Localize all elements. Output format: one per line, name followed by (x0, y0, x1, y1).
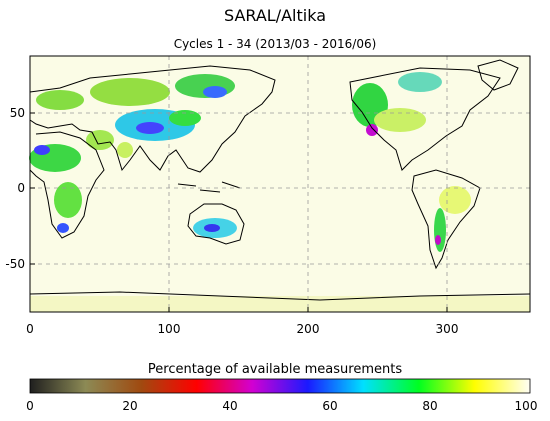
patch-india (117, 142, 133, 158)
coast-indonesia (177, 181, 241, 193)
y-tick-50: 50 (10, 106, 25, 120)
patch-andes (434, 208, 446, 252)
patch-tibet (136, 122, 164, 134)
patch-rockies-purple (366, 124, 378, 136)
map-title: SARAL/Altika (223, 6, 326, 25)
coast-south-america (411, 169, 481, 270)
coast-north-america (349, 67, 501, 171)
patch-south-africa (54, 182, 82, 218)
patch-canada-north (398, 72, 442, 92)
patch-kalahari (57, 223, 69, 233)
patch-russia (90, 78, 170, 106)
patch-plains (374, 108, 426, 132)
colorbar-tick-40: 40 (222, 399, 238, 413)
y-tick-minus-50: -50 (5, 257, 25, 271)
colorbar-tick-20: 20 (122, 399, 138, 413)
coast-australia (187, 203, 245, 245)
coverage-patches (29, 72, 530, 312)
patch-china (169, 110, 201, 126)
colorbar-tick-80: 80 (422, 399, 438, 413)
tick-marks (29, 112, 448, 312)
coast-africa (29, 131, 105, 239)
x-tick-300: 300 (436, 322, 459, 336)
y-tick-0: 0 (17, 181, 25, 195)
x-tick-200: 200 (297, 322, 320, 336)
colorbar-tick-100: 100 (514, 399, 538, 413)
patch-australia-blue (204, 224, 220, 232)
colorbar-tick-0: 0 (26, 399, 34, 413)
map-subtitle: Cycles 1 - 34 (2013/03 - 2016/06) (173, 37, 377, 51)
colorbar-label: Percentage of available measurements (147, 362, 403, 377)
patch-brazil (439, 186, 471, 214)
map-frame (29, 55, 531, 313)
patch-siberia-blue (203, 86, 227, 98)
coast-eurasia (29, 65, 276, 173)
coast-antarctica (29, 291, 531, 301)
gridlines (30, 56, 530, 312)
x-tick-0: 0 (26, 322, 34, 336)
coast-greenland (477, 59, 519, 91)
colorbar (29, 378, 531, 394)
patch-sahara-blue (34, 145, 50, 155)
patch-andes-purple (435, 235, 441, 245)
patch-antarctica (30, 296, 530, 312)
patch-arabia (86, 130, 114, 150)
coastlines (29, 59, 531, 301)
x-tick-100: 100 (158, 322, 181, 336)
colorbar-tick-60: 60 (322, 399, 338, 413)
patch-europe (36, 90, 84, 110)
